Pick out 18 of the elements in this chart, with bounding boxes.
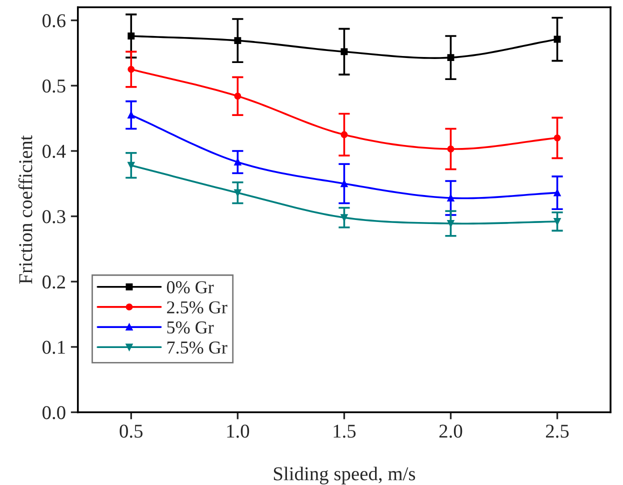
legend-label: 2.5% Gr — [167, 301, 228, 314]
legend-label: 7.5% Gr — [167, 341, 228, 354]
y-axis-title: Friction coefficient — [18, 135, 32, 284]
y-tick-label: 0.4 — [42, 144, 66, 158]
y-tick-label: 0.3 — [42, 210, 66, 224]
legend-label: 5% Gr — [167, 321, 214, 334]
y-tick-label: 0.5 — [42, 79, 66, 93]
legend-label: 0% Gr — [166, 281, 214, 294]
x-tick-label: 1.5 — [334, 424, 356, 438]
x-axis-title: Sliding speed, m/s — [274, 466, 416, 484]
x-tick-label: 0.5 — [120, 424, 143, 438]
y-tick-label: 0.1 — [42, 340, 65, 354]
x-tick-label: 2.5 — [546, 424, 569, 438]
y-tick-label: 0.2 — [42, 275, 65, 289]
x-tick-label: 2.0 — [439, 424, 462, 438]
y-tick-label: 0.0 — [42, 406, 66, 420]
x-tick-label: 1.0 — [227, 424, 250, 438]
y-tick-label: 0.6 — [42, 14, 66, 28]
